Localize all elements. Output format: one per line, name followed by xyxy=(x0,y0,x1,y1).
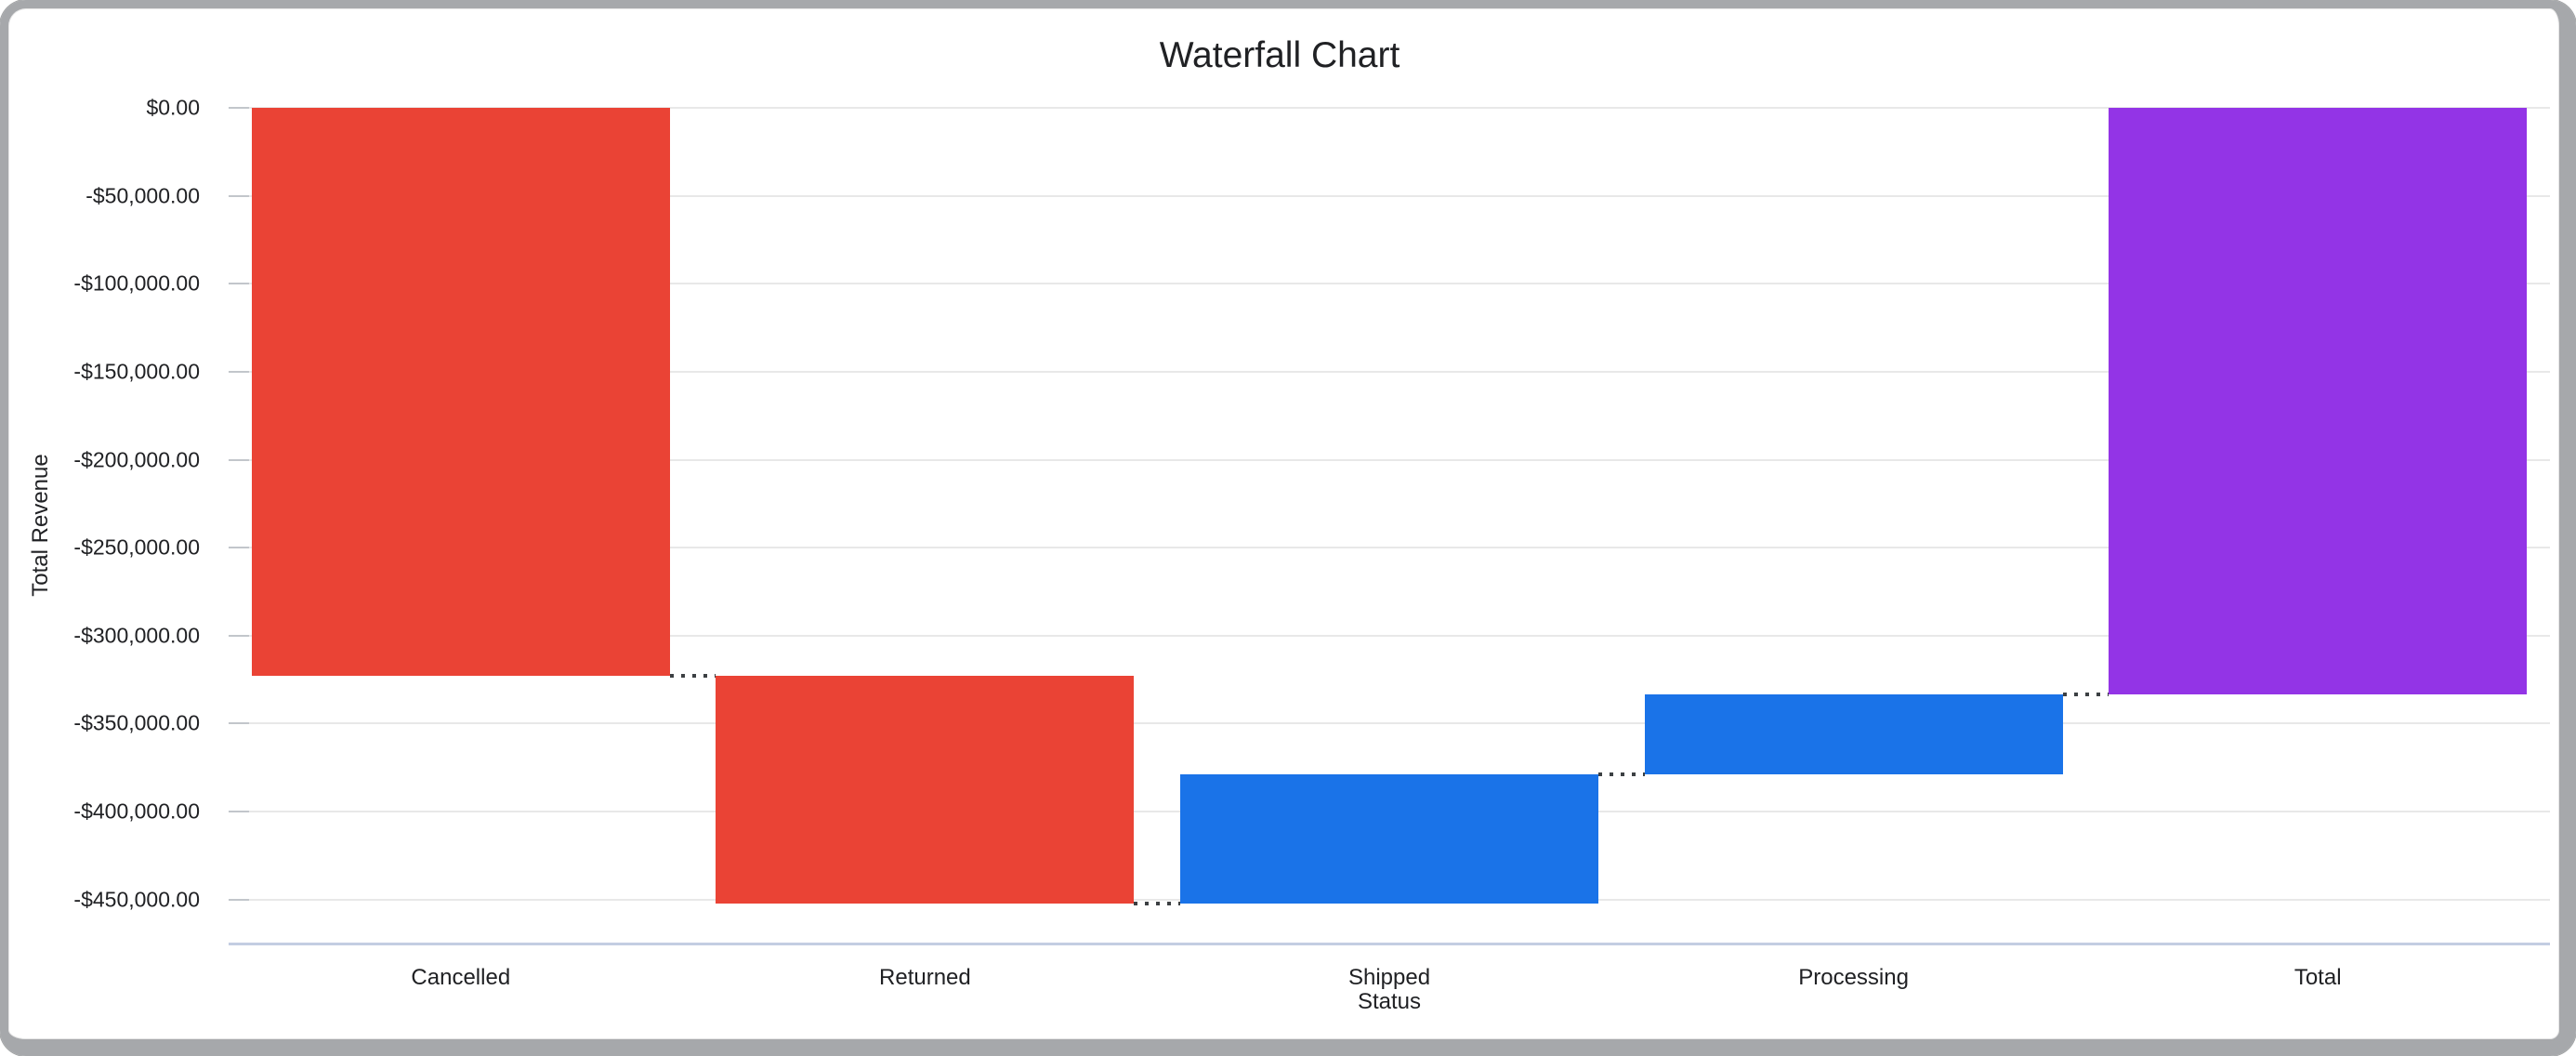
bar-cancelled[interactable] xyxy=(251,108,670,677)
bar-returned[interactable] xyxy=(716,676,1135,904)
gridline xyxy=(229,283,2550,285)
gridline xyxy=(229,722,2550,725)
gridline xyxy=(229,458,2550,461)
waterfall-connector xyxy=(2062,692,2109,696)
x-category-label: Shipped xyxy=(1347,965,1431,990)
y-tick-label: -$400,000.00 xyxy=(73,799,200,824)
x-category-label: Returned xyxy=(879,965,971,990)
y-tick-mark xyxy=(229,898,249,901)
y-tick-label: -$250,000.00 xyxy=(73,535,200,560)
x-category-label: Cancelled xyxy=(411,965,511,990)
bar-processing[interactable] xyxy=(1644,693,2063,774)
gridline xyxy=(229,547,2550,549)
y-tick-label: $0.00 xyxy=(146,95,200,120)
y-tick-mark xyxy=(229,370,249,373)
x-axis-title: Status xyxy=(1357,989,1422,1014)
y-tick-mark xyxy=(229,634,249,637)
waterfall-connector xyxy=(1134,902,1180,906)
y-tick-label: -$300,000.00 xyxy=(73,623,200,648)
x-category-label: Total xyxy=(2293,965,2342,990)
y-tick-label: -$350,000.00 xyxy=(73,710,200,735)
x-axis-baseline xyxy=(229,943,2550,945)
gridline xyxy=(229,194,2550,197)
gridline xyxy=(229,370,2550,373)
y-tick-mark xyxy=(229,547,249,549)
y-axis-title: Total Revenue xyxy=(28,454,53,597)
y-tick-label: -$100,000.00 xyxy=(73,271,200,296)
bar-total[interactable] xyxy=(2109,108,2528,694)
y-tick-mark xyxy=(229,722,249,725)
y-tick-mark xyxy=(229,811,249,813)
gridline xyxy=(229,107,2550,109)
waterfall-connector xyxy=(669,674,716,679)
chart-title: Waterfall Chart xyxy=(1159,35,1400,75)
waterfall-connector xyxy=(1598,772,1645,776)
bar-shipped[interactable] xyxy=(1180,773,1598,904)
y-tick-label: -$200,000.00 xyxy=(73,447,200,472)
x-category-label: Processing xyxy=(1798,965,1909,990)
y-tick-label: -$50,000.00 xyxy=(85,183,200,208)
y-tick-mark xyxy=(229,194,249,197)
y-tick-mark xyxy=(229,107,249,109)
y-tick-label: -$450,000.00 xyxy=(73,887,200,912)
gridline xyxy=(229,634,2550,637)
y-tick-mark xyxy=(229,458,249,461)
y-tick-mark xyxy=(229,283,249,285)
plot-area[interactable]: $0.00 -$50,000.00 -$100,000.00 -$150,000.00… xyxy=(73,96,2550,990)
y-tick-label: -$150,000.00 xyxy=(73,359,200,384)
